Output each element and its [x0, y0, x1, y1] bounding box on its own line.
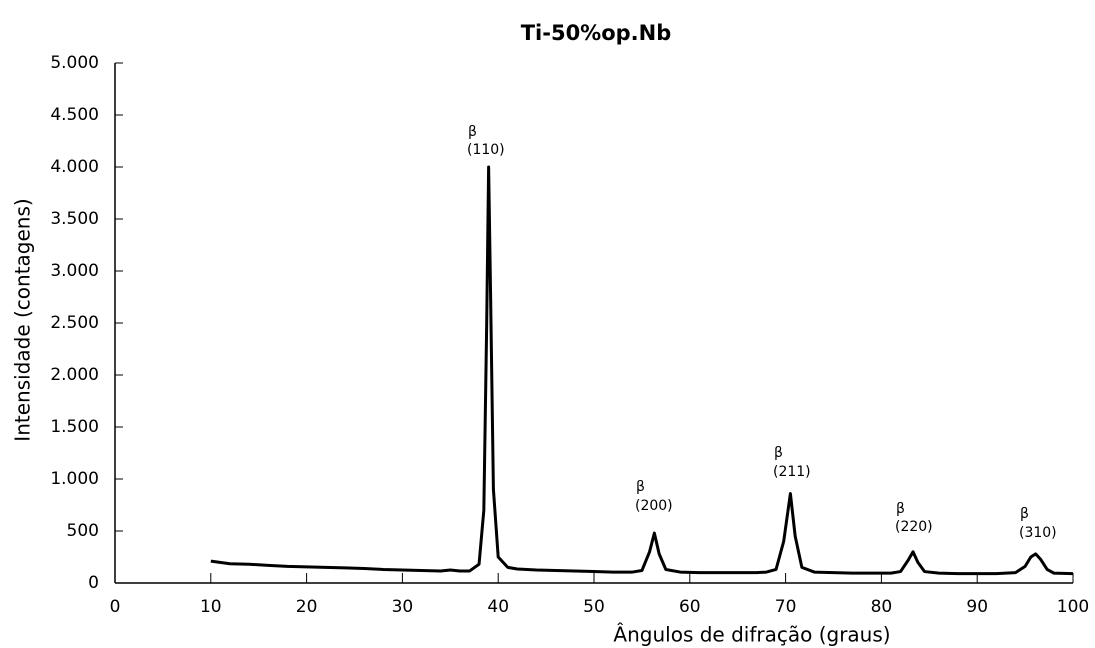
annotation-hkl: (220) [895, 519, 933, 535]
annotation-hkl: (200) [635, 498, 673, 514]
x-tick-label: 10 [200, 597, 222, 617]
x-tick-label: 100 [1057, 597, 1089, 617]
x-axis-label: Ângulos de difração (graus) [613, 623, 890, 647]
annotation-symbol: β [774, 445, 783, 461]
y-tick-label: 0 [88, 573, 99, 593]
annotation-symbol: β [468, 124, 477, 140]
y-tick-label: 1.000 [50, 469, 99, 489]
y-tick-label: 1.500 [50, 417, 99, 437]
annotation-hkl: (310) [1019, 525, 1057, 541]
x-tick-label: 30 [392, 597, 414, 617]
x-tick-label: 40 [487, 597, 509, 617]
annotation-symbol: β [896, 501, 905, 517]
y-tick-label: 4.000 [50, 157, 99, 177]
x-tick-label: 80 [871, 597, 893, 617]
x-tick-label: 90 [966, 597, 988, 617]
annotations: β (110) β (200) β (211) β (220) β (310) [467, 124, 1057, 541]
annotation-symbol: β [636, 479, 645, 495]
y-tick-label: 2.500 [50, 313, 99, 333]
y-tick-label: 4.500 [50, 105, 99, 125]
annotation-hkl: (110) [467, 142, 505, 158]
data-line [210, 165, 1074, 576]
y-tick-label: 500 [67, 521, 99, 541]
y-axis-label: Intensidade (contagens) [11, 198, 35, 441]
chart-title: Ti-50%op.Nb [521, 21, 672, 45]
y-tick-label: 3.000 [50, 261, 99, 281]
x-tick-label: 70 [775, 597, 797, 617]
y-tick-label: 3.500 [50, 209, 99, 229]
x-tick-label: 0 [110, 597, 121, 617]
x-tick-label: 20 [296, 597, 318, 617]
y-tick-label: 2.000 [50, 365, 99, 385]
annotation-hkl: (211) [773, 464, 811, 480]
annotation-symbol: β [1020, 506, 1029, 522]
x-tick-label: 60 [679, 597, 701, 617]
y-tick-label: 5.000 [50, 53, 99, 73]
x-tick-label: 50 [583, 597, 605, 617]
